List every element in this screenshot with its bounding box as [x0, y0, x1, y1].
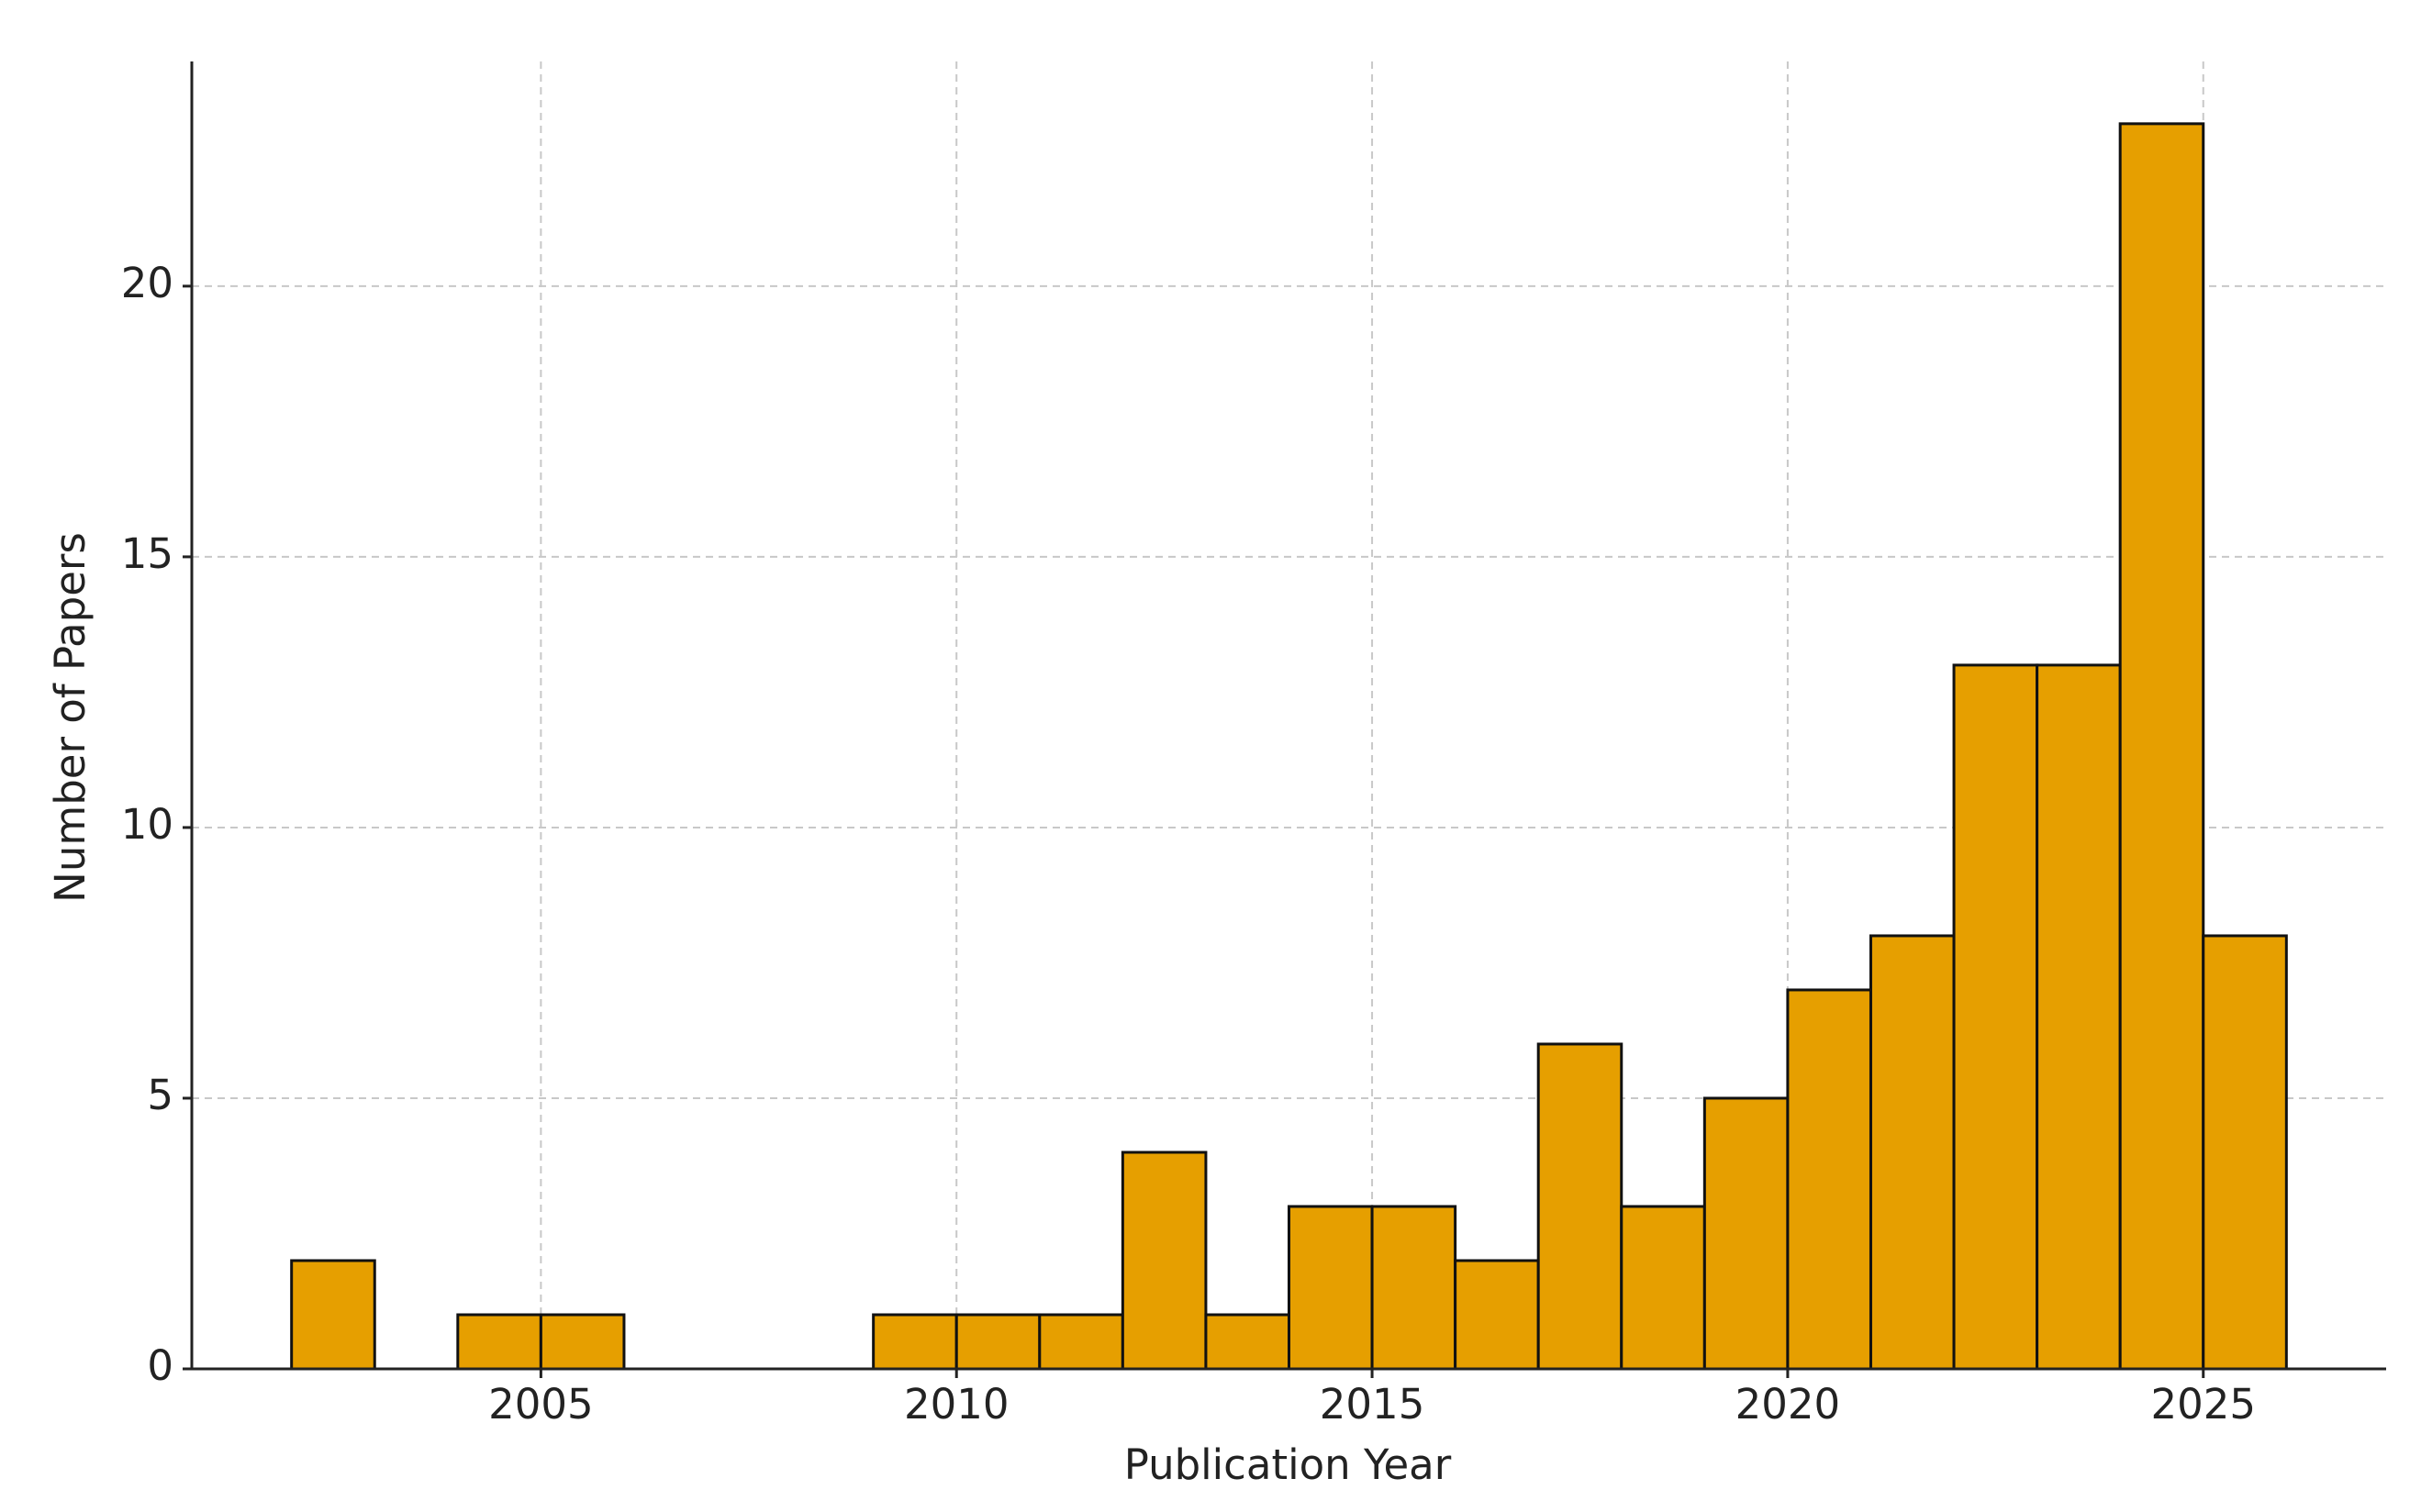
bar [1536, 1042, 1623, 1371]
bar [1952, 663, 2039, 1371]
y-axis-label: Number of Papers [46, 532, 95, 903]
bar [1786, 988, 1872, 1371]
bar [954, 1313, 1042, 1371]
bar [872, 1313, 958, 1371]
y-tick-label: 10 [121, 800, 173, 849]
bar [2036, 663, 2122, 1371]
bar [2202, 934, 2288, 1371]
y-tick-label: 0 [147, 1341, 173, 1390]
bar [1869, 934, 1956, 1371]
bar [1204, 1313, 1290, 1371]
bar [456, 1313, 542, 1371]
bar [290, 1259, 376, 1371]
bar [1121, 1151, 1208, 1371]
bar [539, 1313, 626, 1371]
x-tick-label: 2020 [1735, 1380, 1841, 1429]
bar [1038, 1313, 1124, 1371]
bar [1370, 1205, 1457, 1371]
x-tick-label: 2025 [2150, 1380, 2256, 1429]
x-axis-label: Publication Year [1124, 1440, 1452, 1489]
bar [1288, 1205, 1374, 1371]
x-tick-label: 2010 [904, 1380, 1010, 1429]
y-tick-label: 5 [147, 1071, 173, 1119]
bar [2118, 122, 2205, 1371]
y-tick-label: 20 [121, 259, 173, 307]
y-tick-label: 15 [121, 529, 173, 578]
bar [1702, 1096, 1790, 1371]
x-tick-label: 2015 [1320, 1380, 1425, 1429]
bar [1620, 1205, 1706, 1371]
bar [1454, 1259, 1540, 1371]
x-tick-label: 2005 [488, 1380, 594, 1429]
